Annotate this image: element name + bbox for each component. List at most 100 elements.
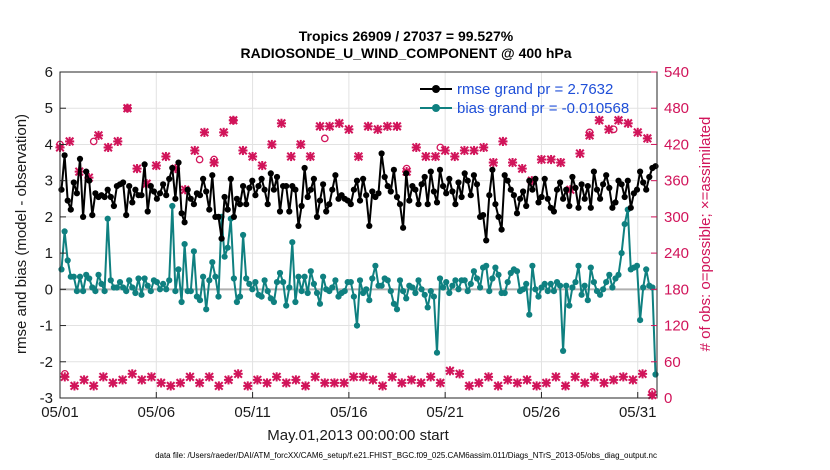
rmse-point — [566, 202, 573, 210]
bias-point — [621, 221, 628, 228]
obs-assimilated-marker — [445, 366, 455, 376]
obs-assimilated-marker — [291, 375, 301, 385]
obs-assimilated-marker — [459, 145, 469, 156]
obs-assimilated-marker — [267, 139, 277, 150]
obs-assimilated-marker — [132, 164, 142, 174]
rmse-point — [575, 204, 582, 211]
bias-point — [95, 271, 102, 278]
bias-point — [566, 302, 573, 309]
obs-assimilated-marker — [532, 381, 542, 391]
rmse-point — [381, 173, 388, 181]
bias-point — [147, 288, 154, 295]
obs-assimilated-marker — [560, 381, 571, 391]
rmse-point — [486, 192, 493, 199]
rmse-point — [356, 197, 364, 204]
bias-point — [572, 279, 579, 286]
bias-point — [615, 271, 622, 278]
footer-data-file: data file: /Users/raeder/DAI/ATM_forcXX/… — [155, 451, 657, 460]
obs-assimilated-marker — [320, 378, 330, 388]
tick-label-x: 05/26 — [523, 404, 561, 421]
rmse-point — [584, 183, 591, 190]
bias-point — [421, 291, 428, 298]
obs-assimilated-marker — [296, 139, 306, 150]
rmse-point — [120, 179, 127, 186]
rmse-point — [166, 175, 173, 182]
rmse-point — [203, 188, 210, 195]
rmse-point — [520, 188, 527, 195]
tick-label-right: 0 — [664, 390, 672, 407]
bias-point — [240, 231, 247, 239]
rmse-point — [578, 181, 585, 188]
obs-assimilated-marker — [599, 378, 609, 388]
rmse-point — [633, 186, 641, 193]
rmse-point — [252, 192, 259, 199]
obs-assimilated-marker — [353, 151, 364, 162]
rmse-point — [553, 186, 561, 193]
tick-label-right: 420 — [664, 136, 689, 153]
bias-point — [58, 266, 65, 273]
rmse-point — [178, 210, 185, 217]
tick-label-left: 1 — [45, 245, 53, 262]
rmse-point — [221, 193, 228, 201]
rmse-point — [147, 183, 154, 190]
obs-assimilated-marker — [98, 372, 108, 382]
bias-point — [578, 291, 585, 298]
rmse-point — [461, 170, 468, 177]
obs-assimilated-marker — [517, 164, 527, 174]
rmse-point — [403, 170, 410, 177]
series-lines — [58, 150, 659, 378]
bias-point — [175, 266, 182, 273]
tick-label-left: 5 — [45, 100, 53, 117]
rmse-point — [80, 213, 87, 220]
rmse-point — [492, 201, 499, 208]
rmse-point — [430, 188, 437, 195]
obs-assimilated-marker — [113, 136, 123, 146]
rmse-point — [498, 226, 505, 233]
bias-point — [618, 250, 625, 257]
obs-count-markers — [55, 103, 657, 400]
rmse-point — [283, 183, 290, 190]
obs-assimilated-marker — [108, 378, 118, 388]
left-axis-ticks: -3 -2 -1 0 1 2 3 4 5 6 — [40, 64, 66, 407]
obs-assimilated-marker — [175, 378, 185, 388]
obs-assimilated-marker — [503, 375, 513, 385]
bias-point — [430, 293, 437, 300]
rmse-point — [489, 166, 496, 173]
obs-assimilated-marker — [556, 157, 566, 168]
bias-point — [289, 239, 296, 246]
chart-title: Tropics 26909 / 27037 = 99.527% — [299, 28, 514, 44]
rmse-point — [517, 195, 524, 202]
bias-point — [557, 282, 564, 289]
obs-assimilated-marker — [594, 115, 604, 125]
bias-point — [123, 288, 130, 295]
rmse-point — [424, 201, 431, 208]
obs-assimilated-marker — [214, 381, 224, 391]
rmse-point — [510, 192, 517, 199]
bias-point — [526, 311, 533, 318]
obs-assimilated-marker — [406, 375, 417, 385]
rmse-point — [532, 175, 539, 182]
bias-point — [347, 279, 354, 286]
obs-assimilated-marker — [430, 151, 441, 162]
rmse-point — [637, 168, 644, 175]
bias-point — [350, 293, 357, 300]
bias-point — [652, 371, 659, 378]
rmse-point — [310, 175, 317, 182]
obs-assimilated-marker — [349, 372, 359, 382]
rmse-point — [298, 202, 305, 210]
rmse-point — [473, 181, 481, 188]
bias-point — [547, 280, 554, 287]
obs-assimilated-marker — [151, 161, 161, 171]
rmse-point — [507, 186, 514, 193]
bias-point — [246, 280, 253, 287]
rmse-point — [446, 175, 453, 182]
obs-assimilated-marker — [315, 121, 325, 131]
rmse-point — [264, 201, 271, 208]
rmse-point — [172, 195, 179, 202]
tick-label-right: 120 — [664, 318, 689, 335]
tick-label-x: 05/21 — [426, 404, 464, 421]
tick-label-right: 360 — [664, 173, 689, 190]
rmse-point — [141, 161, 148, 168]
rmse-point — [187, 195, 194, 202]
bias-point — [513, 268, 521, 275]
